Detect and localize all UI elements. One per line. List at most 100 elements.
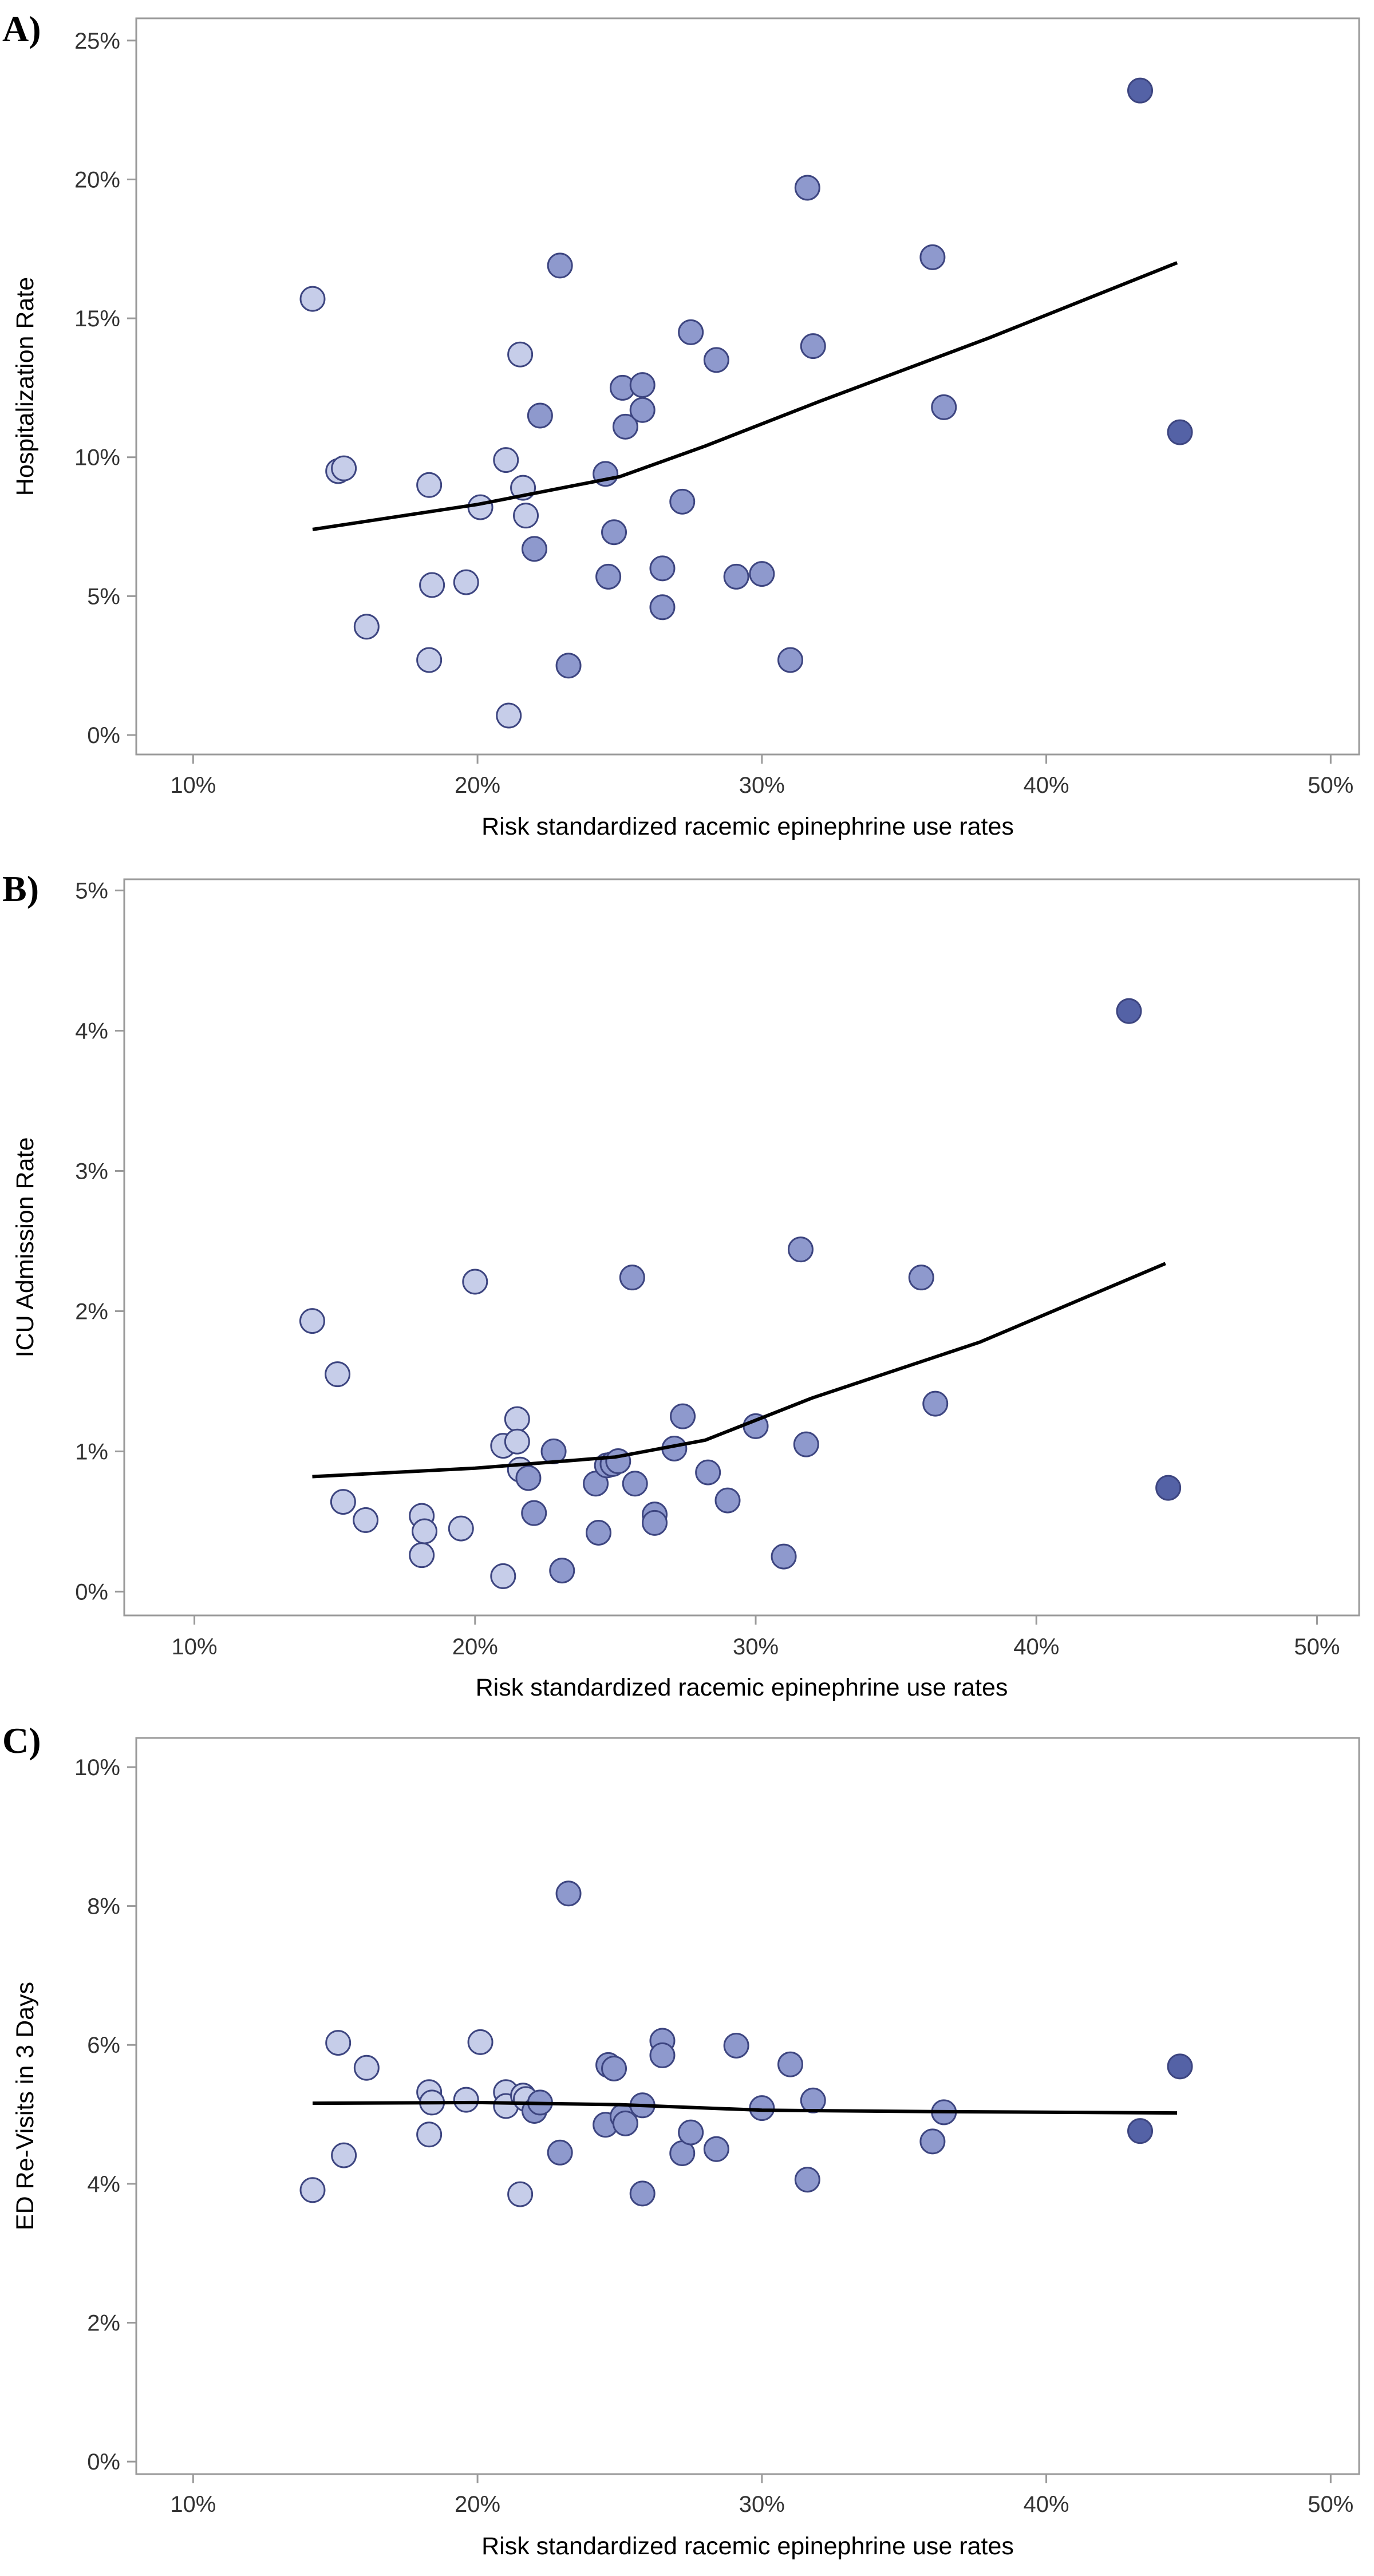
data-point — [1167, 419, 1193, 445]
panel-a: A) 10% 20% 30% 40% 50% 0% 5% 10% 15% 20% 25% Risk st… — [2, 9, 1360, 840]
x-tick-label: 20% — [452, 1634, 498, 1660]
data-point — [612, 2110, 638, 2136]
data-point — [353, 1507, 379, 1533]
data-point — [919, 244, 946, 270]
plot-frame — [135, 1737, 1360, 2475]
data-point — [453, 2087, 479, 2113]
y-tick-label: 0% — [87, 723, 120, 748]
y-axis-title: ED Re-Visits in 3 Days — [11, 1982, 39, 2230]
trend-line — [312, 2100, 1178, 2115]
data-point — [409, 1542, 435, 1568]
data-point — [331, 2142, 357, 2168]
data-point — [1167, 2053, 1193, 2080]
data-point — [453, 569, 479, 595]
y-tick-label: 4% — [87, 2172, 120, 2197]
data-point — [416, 472, 443, 498]
x-tick-label: 30% — [733, 1634, 779, 1660]
data-point — [794, 2167, 820, 2193]
panels-container: A) 10% 20% 30% 40% 50% 0% 5% 10% 15% 20% 25% Risk st… — [2, 9, 1360, 2560]
data-point — [515, 1465, 542, 1491]
data-point — [504, 1406, 530, 1432]
data-point — [490, 1563, 516, 1589]
x-tick-label: 30% — [739, 773, 785, 798]
data-point — [749, 2095, 775, 2121]
y-tick-label: 5% — [75, 879, 108, 904]
data-point — [325, 2030, 352, 2056]
y-tick-label: 5% — [87, 584, 120, 609]
x-tick-label: 30% — [739, 2492, 785, 2517]
data-point — [585, 1519, 611, 1546]
x-tick-label: 40% — [1024, 2492, 1069, 2517]
x-tick-label: 10% — [172, 1634, 218, 1660]
plot-frame — [123, 878, 1360, 1617]
data-point — [330, 1489, 356, 1515]
data-point — [800, 2087, 826, 2113]
data-point — [642, 1510, 668, 1536]
data-point — [649, 594, 676, 621]
x-tick-label: 40% — [1013, 1634, 1059, 1660]
data-point — [777, 2051, 804, 2077]
data-point — [723, 563, 749, 590]
data-point — [649, 555, 676, 582]
data-point — [678, 2119, 704, 2146]
data-point — [714, 1487, 741, 1514]
data-point — [695, 1459, 721, 1485]
data-point — [467, 494, 493, 520]
data-point — [1155, 1475, 1182, 1501]
data-point — [299, 2177, 326, 2203]
y-tick-label: 10% — [74, 445, 120, 471]
x-tick-label: 50% — [1308, 2492, 1353, 2517]
data-point — [723, 2032, 749, 2059]
data-point — [555, 1880, 582, 1907]
data-point — [629, 372, 656, 398]
data-points — [299, 1880, 1193, 2207]
data-point — [412, 1518, 438, 1544]
data-point — [919, 2128, 946, 2155]
data-point — [555, 653, 582, 679]
data-point — [629, 2180, 656, 2207]
x-tick-label: 10% — [170, 2492, 216, 2517]
y-tick-label: 1% — [75, 1439, 108, 1464]
data-point — [612, 413, 638, 440]
y-axis-title: Hospitalization Rate — [11, 277, 39, 496]
data-point — [1127, 77, 1154, 104]
data-point — [800, 333, 826, 359]
data-point — [507, 2181, 534, 2207]
data-point — [629, 397, 656, 423]
data-point — [462, 1269, 488, 1295]
y-axis-title: ICU Admission Rate — [11, 1137, 39, 1358]
data-point — [448, 1515, 474, 1542]
data-point — [703, 347, 729, 373]
data-point — [416, 2121, 443, 2148]
data-point — [771, 1543, 797, 1570]
data-point — [493, 447, 519, 473]
data-point — [605, 1448, 631, 1475]
data-point — [595, 563, 622, 590]
x-axis-title: Risk standardized racemic epinephrine us… — [481, 2532, 1014, 2560]
x-tick-label: 40% — [1024, 773, 1069, 798]
data-point — [507, 341, 534, 368]
data-point — [325, 1361, 351, 1388]
panel-b: B) 10% 20% 30% 40% 50% 0% 1% 2% 3% 4% 5% Risk standa… — [2, 868, 1360, 1701]
data-point — [777, 647, 804, 673]
data-point — [793, 1431, 819, 1457]
data-point — [496, 702, 522, 729]
data-point — [649, 2042, 676, 2068]
data-point — [601, 2055, 627, 2081]
panel-label: C) — [2, 1720, 41, 1761]
data-point — [1116, 998, 1142, 1024]
data-points — [299, 998, 1182, 1589]
panel-label: B) — [2, 868, 39, 909]
data-point — [749, 561, 775, 587]
data-point — [922, 1390, 949, 1417]
y-tick-label: 20% — [74, 167, 120, 192]
data-point — [678, 319, 704, 345]
trend-line — [312, 1262, 1166, 1479]
data-point — [931, 394, 957, 420]
data-point — [353, 614, 380, 640]
data-point — [513, 503, 539, 529]
data-point — [331, 455, 357, 481]
data-point — [1127, 2118, 1154, 2144]
y-tick-label: 4% — [75, 1019, 108, 1044]
